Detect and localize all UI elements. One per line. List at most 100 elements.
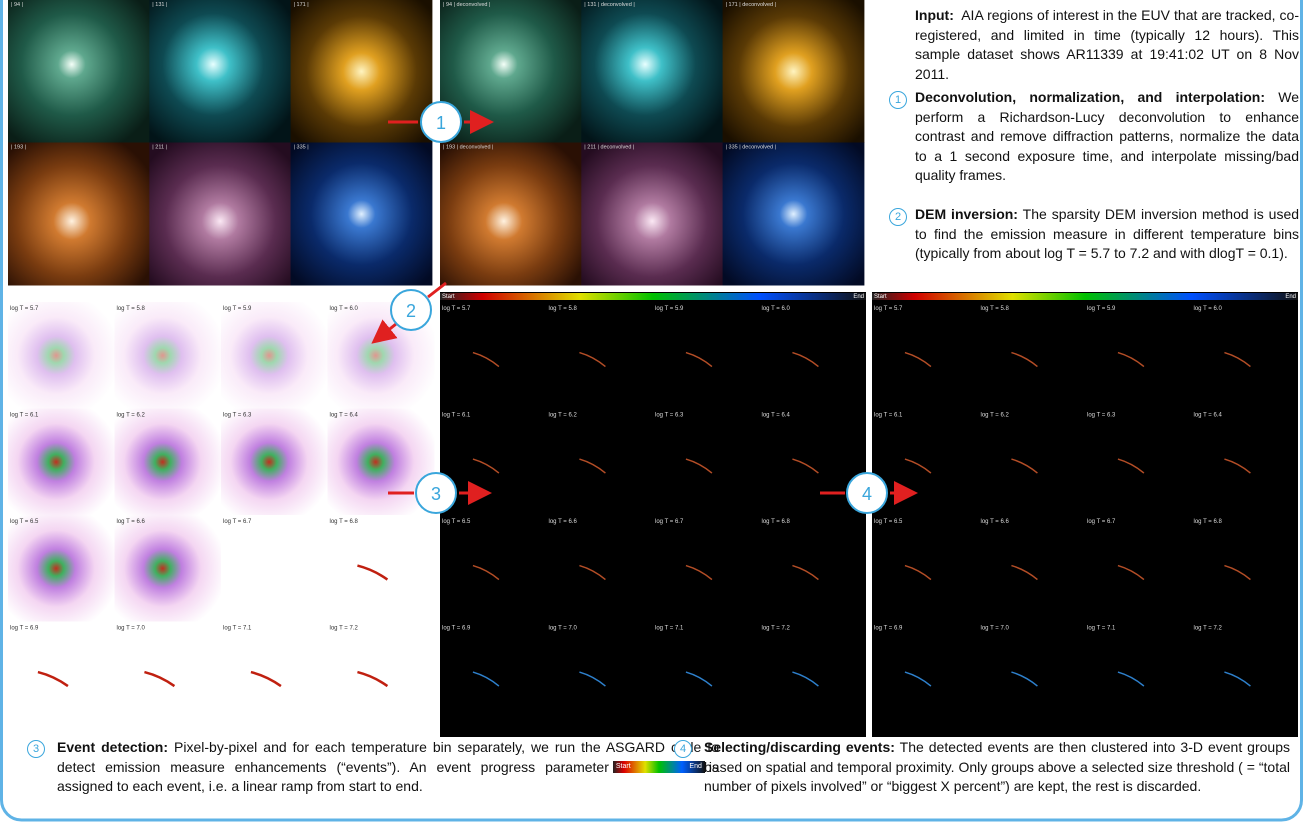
bin-label: log T = 7.1 xyxy=(655,626,684,632)
image-panel xyxy=(581,142,724,286)
image-panel xyxy=(8,142,150,286)
image-panel xyxy=(149,142,292,286)
panel-label: | 211 | deconvolved | xyxy=(584,145,634,151)
bin-label: log T = 6.9 xyxy=(442,626,471,632)
image-panel xyxy=(440,142,582,286)
bin-label: log T = 5.7 xyxy=(442,306,471,312)
step-number: 3 xyxy=(431,484,441,504)
event-arc xyxy=(685,671,713,687)
grid-background xyxy=(440,292,866,737)
event-arc xyxy=(579,564,606,581)
body: The sparsity DEM inversion method is use… xyxy=(915,206,1300,262)
bin-label: log T = 5.8 xyxy=(981,306,1010,312)
bin-label: log T = 6.2 xyxy=(549,413,578,419)
bin-label: log T = 6.5 xyxy=(874,519,903,525)
heading: Selecting/discarding events: xyxy=(704,739,895,755)
panel-label: | 171 | deconvolved | xyxy=(726,2,776,8)
panels: | 94 | | 131 | | 171 | | 193 | | 211 | | 335 … xyxy=(8,0,1298,737)
event-arc xyxy=(1011,564,1038,581)
image-panel xyxy=(440,0,582,143)
image-panel xyxy=(149,0,292,143)
inline-colorbar: Start End xyxy=(612,760,705,773)
bin-label: log T = 6.8 xyxy=(1194,519,1223,525)
step-circle xyxy=(390,289,432,331)
heading: Input: xyxy=(915,7,954,23)
event-arc xyxy=(1117,351,1145,368)
image-panel xyxy=(114,302,222,409)
event-arc xyxy=(792,671,819,687)
event-arc xyxy=(579,458,606,474)
step-circle xyxy=(846,472,888,514)
event-arc xyxy=(792,351,819,368)
bin-label: log T = 6.4 xyxy=(762,413,791,419)
panel-label: | 171 | xyxy=(294,2,309,8)
panel-label: | 131 | deconvolved | xyxy=(584,2,634,8)
image-panel xyxy=(114,515,222,622)
event-arc xyxy=(472,564,500,581)
event-arc xyxy=(1224,671,1251,687)
bin-label: log T = 7.2 xyxy=(1194,626,1223,632)
image-panel xyxy=(290,142,433,286)
event-arc xyxy=(685,564,713,581)
step-text: DEM inversion: The sparsity DEM inversio… xyxy=(915,205,1299,264)
event-arc xyxy=(472,671,500,687)
bin-label: log T = 5.8 xyxy=(117,306,146,312)
event-arc xyxy=(904,458,932,474)
bin-label: log T = 6.0 xyxy=(762,306,791,312)
step-number: 4 xyxy=(862,484,872,504)
image-panel xyxy=(581,0,724,143)
arrow xyxy=(371,319,398,344)
step-circle xyxy=(420,101,462,143)
body: The detected events are then clustered i… xyxy=(704,739,1290,795)
bin-label: log T = 6.8 xyxy=(330,519,359,525)
event-arc xyxy=(1224,564,1251,581)
grid-background xyxy=(872,292,1298,737)
bin-label: log T = 7.2 xyxy=(762,626,791,632)
bin-label: log T = 6.6 xyxy=(981,519,1010,525)
emission-arc xyxy=(37,670,69,688)
panel-label: | 131 | xyxy=(152,2,167,8)
bin-label: log T = 6.4 xyxy=(1194,413,1223,419)
bin-label: log T = 7.2 xyxy=(330,626,359,632)
image-panel xyxy=(8,302,115,409)
event-arc xyxy=(579,671,606,687)
bin-label: log T = 6.4 xyxy=(330,413,359,419)
panel-label: | 335 | deconvolved | xyxy=(726,145,776,151)
bin-label: log T = 6.8 xyxy=(762,519,791,525)
colorbar-end: End xyxy=(689,762,702,770)
image-panel xyxy=(8,621,115,729)
step-badge: 2 xyxy=(889,208,907,226)
event-arc xyxy=(472,351,500,368)
bin-label: log T = 7.1 xyxy=(223,626,252,632)
step-badge: 4 xyxy=(674,740,692,758)
bin-label: log T = 6.9 xyxy=(874,626,903,632)
panel-label: | 94 | deconvolved | xyxy=(443,2,490,8)
heading: DEM inversion: xyxy=(915,206,1018,222)
event-arc xyxy=(904,564,932,581)
bin-label: log T = 6.7 xyxy=(655,519,684,525)
colorbar-start: Start xyxy=(442,294,455,300)
bin-label: log T = 5.7 xyxy=(874,306,903,312)
bin-label: log T = 6.5 xyxy=(10,519,39,525)
panel-label: | 335 | xyxy=(294,145,309,151)
bin-label: log T = 5.8 xyxy=(549,306,578,312)
panel-label: | 193 | xyxy=(11,145,26,151)
colorbar xyxy=(440,293,866,300)
bin-label: log T = 6.3 xyxy=(223,413,252,419)
event-arc xyxy=(1117,564,1145,581)
bin-label: log T = 6.6 xyxy=(549,519,578,525)
panel-label: | 94 | xyxy=(11,2,23,8)
event-arc xyxy=(472,458,500,474)
image-panel xyxy=(114,621,222,729)
step-badge: 3 xyxy=(27,740,45,758)
step-number: 2 xyxy=(406,301,416,321)
bin-label: log T = 7.0 xyxy=(981,626,1010,632)
bin-label: log T = 6.5 xyxy=(442,519,471,525)
bin-label: log T = 7.0 xyxy=(117,626,146,632)
heading: Deconvolution, normalization, and interp… xyxy=(915,89,1266,105)
event-arc xyxy=(1117,671,1145,687)
image-panel xyxy=(221,302,328,409)
input-text: Input: AIA regions of interest in the EU… xyxy=(915,6,1299,84)
body: AIA regions of interest in the EUV that … xyxy=(915,7,1300,82)
